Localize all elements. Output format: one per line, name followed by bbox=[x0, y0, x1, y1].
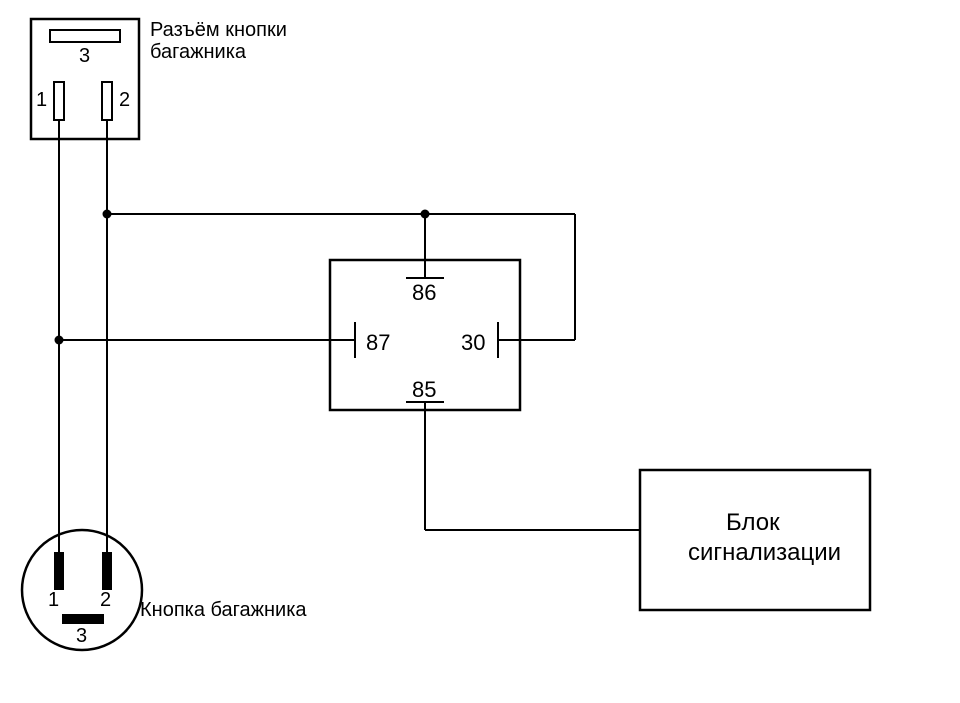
svg-text:Кнопка багажника: Кнопка багажника bbox=[140, 599, 307, 621]
svg-text:3: 3 bbox=[79, 45, 90, 67]
svg-text:Разъём кнопки: Разъём кнопки bbox=[150, 19, 287, 41]
svg-text:Блок: Блок bbox=[726, 509, 780, 536]
svg-text:1: 1 bbox=[36, 89, 47, 111]
wiring-diagram: 312Разъём кнопкибагажника123Кнопка багаж… bbox=[0, 0, 960, 703]
svg-text:багажника: багажника bbox=[150, 41, 247, 63]
svg-text:2: 2 bbox=[119, 89, 130, 111]
svg-text:2: 2 bbox=[100, 589, 111, 611]
svg-text:сигнализации: сигнализации bbox=[688, 539, 841, 566]
svg-text:85: 85 bbox=[412, 377, 436, 402]
svg-text:3: 3 bbox=[76, 625, 87, 647]
svg-text:30: 30 bbox=[461, 330, 485, 355]
svg-text:1: 1 bbox=[48, 589, 59, 611]
svg-text:86: 86 bbox=[412, 280, 436, 305]
svg-text:87: 87 bbox=[366, 330, 390, 355]
